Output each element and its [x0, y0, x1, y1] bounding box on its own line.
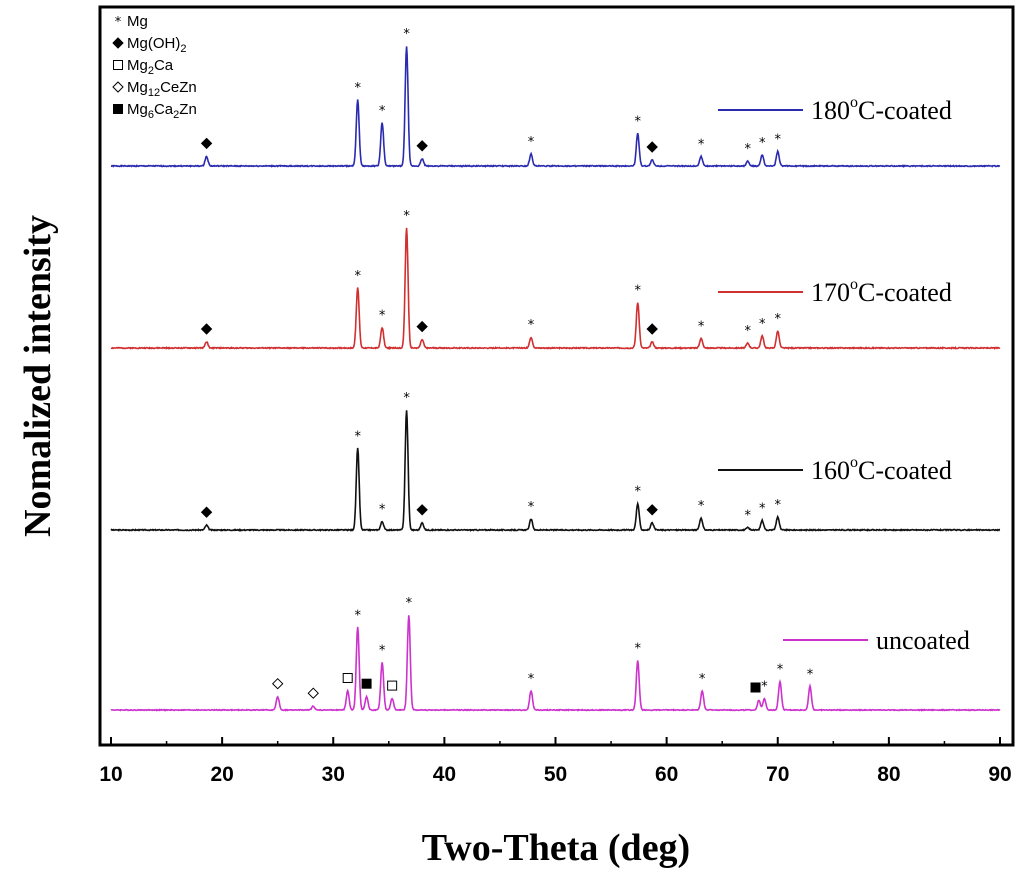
peak-marker-star: * — [775, 498, 782, 513]
peak-marker-star: * — [354, 269, 361, 284]
x-tick-label: 50 — [544, 763, 567, 786]
trace-uncoated — [110, 615, 1001, 712]
peak-marker-star: * — [379, 309, 386, 324]
legend-label-160: 160oC-coated — [811, 454, 952, 485]
x-axis-ticks: 10 20 30 40 50 60 70 80 90 — [99, 737, 1012, 786]
x-tick-label: 40 — [433, 763, 456, 786]
phase-legend-symbol: * — [115, 15, 122, 30]
x-tick-label: 20 — [210, 763, 233, 786]
peak-marker-star: * — [379, 503, 386, 518]
peak-marker-filled-square — [750, 682, 761, 693]
peak-marker-star: * — [744, 142, 751, 157]
peak-marker-star: * — [379, 644, 386, 659]
x-axis-title: Two-Theta (deg) — [422, 827, 690, 869]
x-tick-label: 90 — [988, 763, 1011, 786]
phase-legend-symbol — [112, 37, 124, 49]
peak-marker-star: * — [759, 317, 766, 332]
peak-marker-star: * — [528, 672, 535, 687]
peak-marker-open-square — [342, 673, 353, 683]
phase-legend-label: Mg(OH)2 — [127, 35, 186, 55]
peak-marker-filled-diamond — [200, 506, 213, 518]
peak-marker-star: * — [634, 283, 641, 298]
peak-marker-star: * — [744, 509, 751, 524]
legend-label-170: 170oC-coated — [811, 276, 952, 307]
peak-marker-star: * — [634, 642, 641, 657]
peak-marker-star: * — [807, 667, 814, 682]
peak-marker-star: * — [777, 663, 784, 678]
peak-marker-star: * — [744, 324, 751, 339]
x-tick-label: 60 — [655, 763, 678, 786]
peak-marker-filled-diamond — [646, 504, 658, 516]
peak-marker-star: * — [403, 27, 410, 42]
peak-marker-star: * — [634, 115, 641, 130]
peak-marker-star: * — [403, 209, 410, 224]
peak-marker-star: * — [528, 318, 535, 333]
peak-marker-filled-diamond — [416, 504, 428, 516]
trace-160 — [110, 410, 1001, 532]
peak-marker-filled-square — [361, 678, 372, 689]
x-tick-label: 80 — [877, 763, 900, 786]
x-tick-label: 10 — [99, 763, 122, 786]
peak-marker-star: * — [775, 133, 782, 148]
x-tick-label: 70 — [766, 763, 789, 786]
peak-marker-star: * — [528, 135, 535, 150]
peak-marker-star: * — [354, 608, 361, 623]
peak-marker-star: * — [379, 104, 386, 119]
peak-marker-filled-diamond — [646, 141, 658, 153]
peak-marker-open-diamond — [271, 677, 284, 690]
peak-marker-star: * — [698, 499, 705, 514]
peak-marker-star: * — [761, 680, 768, 695]
peak-marker-star: * — [634, 485, 641, 500]
traces-layer — [110, 46, 1001, 712]
peak-marker-star: * — [759, 501, 766, 516]
peak-marker-star: * — [354, 81, 361, 96]
phase-legend-label: Mg2Ca — [127, 57, 174, 77]
peak-marker-star: * — [528, 500, 535, 515]
legend-label-180: 180oC-coated — [811, 94, 952, 125]
peak-marker-star: * — [403, 391, 410, 406]
trace-170 — [110, 227, 1001, 351]
peak-marker-open-square — [387, 680, 398, 691]
peak-marker-star: * — [698, 137, 705, 152]
trace-180 — [110, 46, 1001, 168]
markers-layer: * * * * * * * * * * * * * * * * * * * * * * * * * * * * * * * * * * * * — [200, 27, 814, 699]
legend-label-uncoated: uncoated — [876, 626, 970, 655]
phase-legend-label: Mg12CeZn — [127, 79, 197, 99]
peak-marker-star: * — [354, 429, 361, 444]
phase-legend-label: Mg6Ca2Zn — [127, 101, 197, 121]
peak-marker-filled-diamond — [416, 320, 428, 333]
peak-marker-star: * — [759, 136, 766, 151]
peak-marker-filled-diamond — [416, 140, 428, 152]
peak-marker-open-diamond — [307, 687, 319, 699]
peak-marker-star: * — [775, 312, 782, 327]
phase-legend-label: Mg — [127, 13, 148, 30]
phase-legend-symbol — [113, 60, 123, 70]
y-axis-title: Nomalized intensity — [17, 215, 59, 537]
peak-marker-filled-diamond — [200, 323, 213, 335]
phase-legend-symbol — [112, 81, 124, 93]
peak-marker-star: * — [699, 672, 706, 687]
phase-legend-symbol — [113, 104, 123, 114]
x-tick-label: 30 — [322, 763, 345, 786]
peak-marker-star: * — [698, 319, 705, 334]
peak-marker-filled-diamond — [646, 323, 658, 335]
series-legend: 180oC-coated 170oC-coated 160oC-coated unco… — [718, 94, 970, 655]
peak-marker-star: * — [406, 596, 413, 611]
peak-marker-filled-diamond — [200, 137, 213, 150]
